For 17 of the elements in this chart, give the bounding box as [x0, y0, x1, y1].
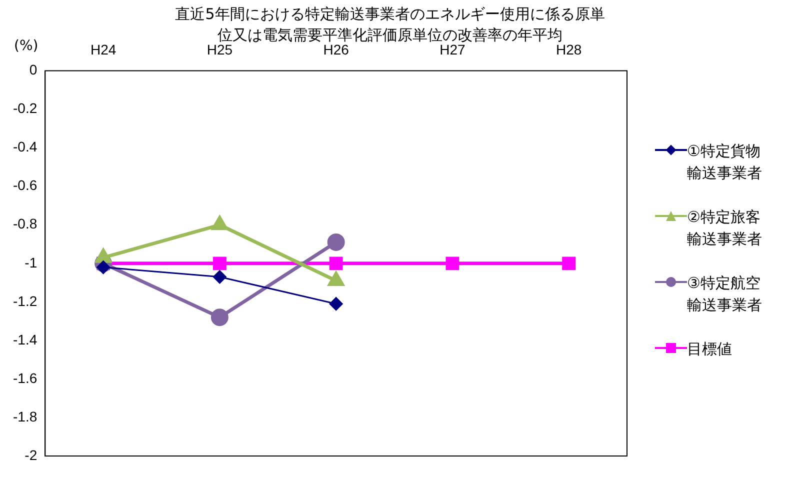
y-tick-label: 0 [29, 62, 38, 78]
y-tick-label: -1 [24, 254, 38, 270]
y-tick-label: -1.2 [13, 292, 38, 309]
y-tick-label: -0.4 [13, 138, 38, 155]
legend-label: ①特定貨物輸送事業者 [687, 141, 763, 184]
legend-label: ③特定航空輸送事業者 [687, 273, 763, 316]
y-tick-label: -0.8 [13, 216, 38, 232]
legend-label: 目標値 [687, 339, 733, 360]
legend-label: ②特定旅客輸送事業者 [687, 207, 763, 250]
y-axis-title: (%) [14, 38, 38, 54]
y-tick-label: -1.4 [13, 331, 38, 348]
y-tick-label: -1.8 [13, 408, 38, 424]
x-tick-label: H24 [90, 41, 116, 58]
y-tick-label: -2 [24, 446, 38, 463]
y-tick-label: -0.2 [13, 100, 38, 116]
y-tick-label: -0.6 [13, 177, 38, 194]
y-tick-label: -1.6 [13, 370, 38, 386]
